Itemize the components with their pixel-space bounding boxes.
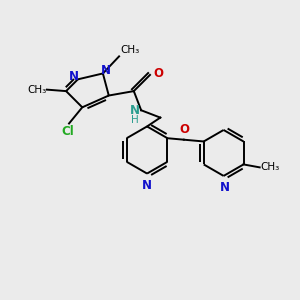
Text: N: N <box>142 179 152 192</box>
Text: O: O <box>153 67 163 80</box>
Text: CH₃: CH₃ <box>120 45 139 55</box>
Text: H: H <box>131 115 139 125</box>
Text: CH₃: CH₃ <box>27 85 46 94</box>
Text: N: N <box>130 104 140 117</box>
Text: N: N <box>220 181 230 194</box>
Text: Cl: Cl <box>61 125 74 138</box>
Text: N: N <box>68 70 78 83</box>
Text: CH₃: CH₃ <box>260 162 280 172</box>
Text: O: O <box>179 123 190 136</box>
Text: N: N <box>101 64 111 77</box>
